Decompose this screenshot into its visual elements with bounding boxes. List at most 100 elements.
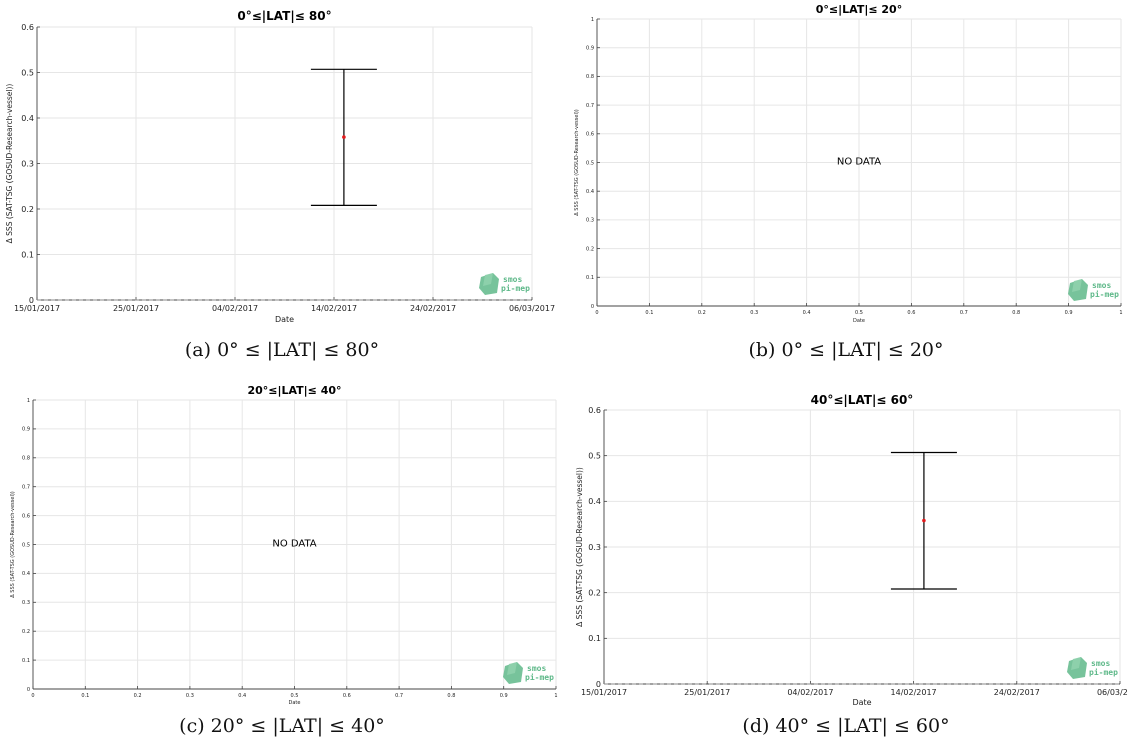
x-tick-label: 0.1 (645, 310, 653, 316)
x-tick-label: 0.8 (1012, 310, 1020, 316)
x-tick-label: 24/02/2017 (994, 688, 1040, 697)
logo-facet (1072, 279, 1082, 292)
x-tick-label: 25/01/2017 (113, 304, 159, 313)
logo-text-smos: smos (1092, 281, 1111, 290)
y-tick-label: 0.4 (21, 114, 34, 123)
caption-d: (d) 40° ≤ |LAT| ≤ 60° (742, 715, 950, 737)
chart-title: 40°≤|LAT|≤ 60° (811, 393, 914, 407)
caption-a: (a) 0° ≤ |LAT| ≤ 80° (184, 339, 380, 361)
x-tick-label: 0.1 (81, 693, 89, 699)
y-tick-label: 0.3 (586, 218, 594, 224)
y-tick-label: 0 (591, 304, 594, 310)
y-tick-label: 0.9 (586, 45, 594, 51)
logo-facet (507, 662, 517, 675)
y-tick-label: 0.4 (586, 189, 594, 195)
data-point (342, 135, 346, 139)
logo-text-smos: smos (503, 275, 522, 284)
logo-text-pimep: pi-mep (501, 283, 530, 293)
y-tick-label: 0.3 (21, 159, 34, 168)
logo-text-smos: smos (527, 664, 546, 673)
y-axis-label: Δ SSS (SAT-TSG (GOSUD-Research-vessel)) (10, 491, 16, 598)
y-axis-label: Δ SSS (SAT-TSG (GOSUD-Research-vessel)) (5, 84, 14, 244)
caption-b: (b) 0° ≤ |LAT| ≤ 20° (748, 339, 944, 361)
logo-text-pimep: pi-mep (1089, 667, 1118, 677)
logo-text-pimep: pi-mep (1090, 289, 1119, 299)
x-tick-label: 24/02/2017 (410, 304, 456, 313)
y-tick-label: 1 (591, 17, 594, 23)
x-axis-label: Date (853, 318, 865, 324)
y-tick-label: 0.1 (588, 634, 601, 643)
logo-facet (483, 273, 493, 286)
x-tick-label: 15/01/2017 (14, 304, 60, 313)
y-tick-label: 0.7 (22, 484, 30, 490)
x-tick-label: 0 (31, 693, 34, 699)
chart-a: 15/01/2017 25/01/2017 04/02/2017 14/02/2017… (5, 9, 555, 324)
panel-b: 0 0.1 0.2 0.3 0.4 0.5 0.6 0.7 0.8 0.9 1 0 0.1 0.2 0.3 0… (564, 0, 1128, 376)
y-tick-label: 0 (29, 296, 34, 305)
x-tick-label: 0.5 (855, 310, 863, 316)
x-tick-label: 14/02/2017 (311, 304, 357, 313)
y-axis-label: Δ SSS (SAT-TSG (GOSUD-Research-vessel)) (575, 467, 584, 627)
y-tick-label: 0.3 (588, 543, 601, 552)
chart-d: 15/01/2017 25/01/2017 04/02/2017 14/02/2017… (575, 393, 1128, 706)
x-tick-label: 06/03/2017 (509, 304, 555, 313)
plot-area: 15/01/2017 25/01/2017 04/02/2017 14/02/2017… (14, 23, 555, 313)
y-tick-label: 0.2 (21, 205, 34, 214)
x-axis-label: Date (289, 700, 301, 706)
x-tick-label: 0.4 (238, 693, 246, 699)
y-tick-label: 0.6 (588, 406, 601, 415)
x-tick-label: 0.6 (343, 693, 351, 699)
x-tick-label: 04/02/2017 (212, 304, 258, 313)
x-tick-label: 0 (595, 310, 598, 316)
y-tick-label: 0.2 (588, 588, 601, 597)
y-axis-label: Δ SSS (SAT-TSG (GOSUD-Research-vessel)) (574, 109, 580, 216)
panel-a: 15/01/2017 25/01/2017 04/02/2017 14/02/2017… (0, 0, 564, 376)
x-tick-label: 0.9 (500, 693, 508, 699)
y-tick-label: 0.1 (21, 250, 34, 259)
y-tick-label: 0.1 (22, 658, 30, 664)
y-tick-label: 0.6 (586, 132, 594, 138)
x-tick-label: 06/03/2017 (1097, 688, 1128, 697)
panel-d: 15/01/2017 25/01/2017 04/02/2017 14/02/2017… (564, 376, 1128, 752)
x-tick-label: 0.4 (803, 310, 811, 316)
x-axis-label: Date (275, 315, 294, 324)
y-tick-label: 0.2 (22, 629, 30, 635)
logo-text-smos: smos (1091, 659, 1110, 668)
y-tick-label: 0.5 (22, 542, 30, 548)
x-tick-label: 1 (554, 693, 557, 699)
logo-facet (1071, 657, 1081, 670)
y-tick-label: 0.2 (586, 246, 594, 252)
y-tick-label: 0.9 (22, 427, 30, 433)
y-tick-label: 0.8 (22, 456, 30, 462)
y-tick-label: 0.7 (586, 103, 594, 109)
plot-area: 0 0.1 0.2 0.3 0.4 0.5 0.6 0.7 0.8 0.9 1 0 0.1 0.2 0.3 0… (586, 17, 1123, 316)
x-tick-label: 14/02/2017 (891, 688, 937, 697)
y-tick-label: 0.4 (22, 571, 30, 577)
panel-c: 0 0.1 0.2 0.3 0.4 0.5 0.6 0.7 0.8 0.9 1 0 0.1 0.2 0.3 0… (0, 376, 564, 752)
x-tick-label: 0.2 (698, 310, 706, 316)
chart-title: 0°≤|LAT|≤ 80° (237, 9, 331, 23)
x-tick-label: 1 (1119, 310, 1122, 316)
x-tick-label: 15/01/2017 (581, 688, 627, 697)
y-tick-label: 0 (596, 680, 601, 689)
x-tick-label: 0.5 (291, 693, 299, 699)
x-axis-label: Date (852, 698, 871, 706)
x-tick-label: 0.3 (186, 693, 194, 699)
y-tick-label: 0.5 (21, 68, 34, 77)
x-tick-label: 0.7 (960, 310, 968, 316)
no-data-label: NO DATA (837, 157, 881, 168)
no-data-label: NO DATA (272, 539, 316, 550)
y-tick-label: 0.3 (22, 600, 30, 606)
x-tick-label: 0.9 (1065, 310, 1073, 316)
x-tick-label: 04/02/2017 (787, 688, 833, 697)
y-tick-label: 0.6 (22, 513, 30, 519)
plot-area: 0 0.1 0.2 0.3 0.4 0.5 0.6 0.7 0.8 0.9 1 0 0.1 0.2 0.3 0… (22, 398, 558, 699)
y-tick-label: 0.5 (588, 451, 601, 460)
caption-c: (c) 20° ≤ |LAT| ≤ 40° (179, 715, 385, 737)
x-tick-label: 0.8 (447, 693, 455, 699)
y-tick-label: 0 (27, 687, 30, 693)
x-tick-label: 0.6 (907, 310, 915, 316)
